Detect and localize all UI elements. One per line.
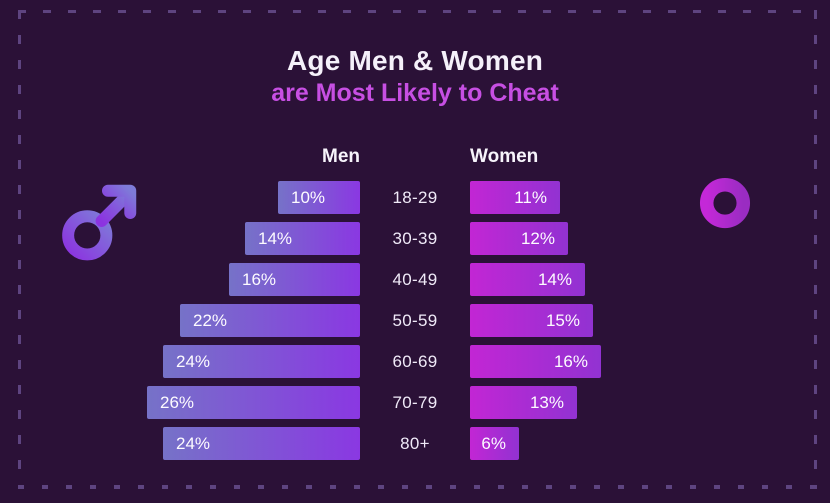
men-bar: 24% [163, 345, 360, 378]
age-group-label: 18-29 [392, 187, 438, 207]
men-bar: 24% [163, 427, 360, 460]
title-line-2: are Most Likely to Cheat [271, 79, 559, 107]
men-column-header: Men [322, 146, 360, 167]
butterfly-chart: Men Women 10% 18-29 11% 14% 30-39 12% 16% 40-49… [114, 146, 716, 460]
men-bar-cell: 24% [114, 427, 360, 460]
chart-rows: 10% 18-29 11% 14% 30-39 12% 16% 40-49 14% 22% 50-5… [114, 181, 716, 460]
women-bar: 14% [470, 263, 585, 296]
age-group-label: 30-39 [392, 228, 438, 248]
men-bar-cell: 26% [114, 386, 360, 419]
age-group-label: 70-79 [392, 392, 438, 412]
women-bar-cell: 13% [470, 386, 716, 419]
chart-row: 22% 50-59 15% [114, 304, 716, 337]
men-bar-cell: 10% [114, 181, 360, 214]
age-group-label: 60-69 [392, 351, 438, 371]
men-bar-value: 22% [193, 310, 228, 330]
chart-row: 24% 80+ 6% [114, 427, 716, 460]
men-bar-cell: 16% [114, 263, 360, 296]
chart-row: 24% 60-69 16% [114, 345, 716, 378]
women-bar: 16% [470, 345, 601, 378]
men-bar-cell: 22% [114, 304, 360, 337]
chart-row: 10% 18-29 11% [114, 181, 716, 214]
men-bar: 16% [229, 263, 360, 296]
women-bar: 13% [470, 386, 577, 419]
men-bar: 22% [180, 304, 360, 337]
title-line-1: Age Men & Women [286, 45, 544, 76]
women-bar: 15% [470, 304, 593, 337]
female-icon [694, 178, 756, 287]
women-bar: 6% [470, 427, 519, 460]
age-group-label: 40-49 [392, 269, 438, 289]
men-bar-value: 16% [242, 269, 277, 289]
men-bar: 10% [278, 181, 360, 214]
age-group-label: 50-59 [392, 310, 438, 330]
women-bar-value: 12% [520, 228, 555, 248]
chart-row: 16% 40-49 14% [114, 263, 716, 296]
women-bar-value: 16% [553, 351, 588, 371]
chart-row: 26% 70-79 13% [114, 386, 716, 419]
women-bar-cell: 15% [470, 304, 716, 337]
women-bar-value: 13% [529, 392, 564, 412]
men-bar-value: 24% [176, 351, 211, 371]
women-bar-cell: 11% [470, 181, 716, 214]
men-bar: 26% [147, 386, 360, 419]
title-block: Age Men & Women are Most Likely to Cheat [0, 0, 830, 108]
column-headers: Men Women [114, 146, 716, 168]
men-bar-value: 26% [160, 392, 195, 412]
women-bar-cell: 16% [470, 345, 716, 378]
women-bar-value: 11% [514, 187, 547, 207]
women-bar: 11% [470, 181, 560, 214]
women-bar-cell: 14% [470, 263, 716, 296]
men-bar-cell: 24% [114, 345, 360, 378]
women-bar-value: 15% [545, 310, 580, 330]
men-bar-value: 14% [258, 228, 293, 248]
men-bar-cell: 14% [114, 222, 360, 255]
women-bar-value: 6% [481, 433, 506, 453]
male-icon [60, 178, 140, 269]
men-bar: 14% [245, 222, 360, 255]
women-bar-cell: 12% [470, 222, 716, 255]
women-bar: 12% [470, 222, 568, 255]
women-bar-value: 14% [537, 269, 572, 289]
men-bar-value: 10% [291, 187, 326, 207]
age-group-label: 80+ [400, 433, 430, 453]
men-bar-value: 24% [176, 433, 211, 453]
chart-row: 14% 30-39 12% [114, 222, 716, 255]
women-column-header: Women [470, 146, 539, 167]
women-bar-cell: 6% [470, 427, 716, 460]
